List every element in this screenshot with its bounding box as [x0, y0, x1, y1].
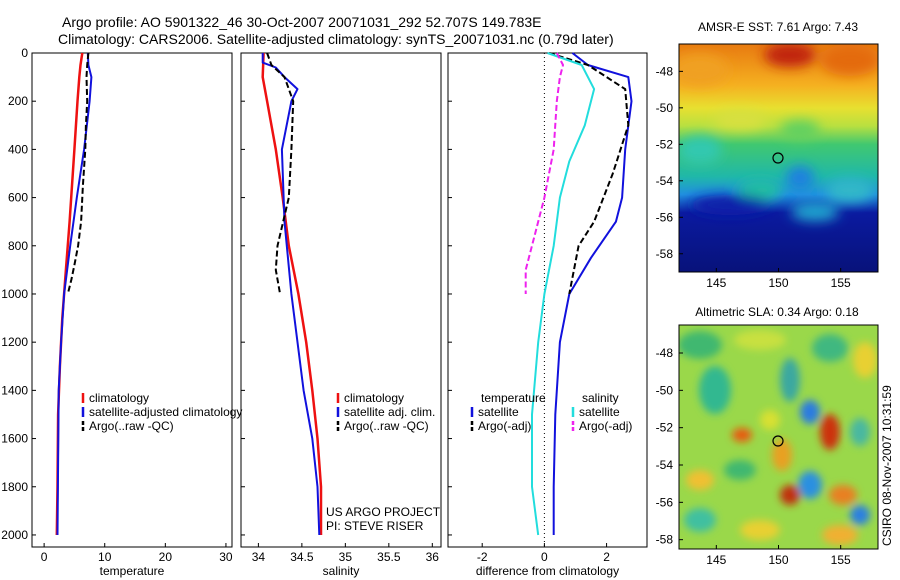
- legend-t-argo-label: Argo(-adj): [478, 419, 531, 433]
- sla_map-x-tick-label: 150: [768, 553, 788, 567]
- legend-argo-label: Argo(..raw -QC): [89, 419, 174, 433]
- title-line-1: Argo profile: AO 5901322_46 30-Oct-2007 …: [62, 14, 542, 30]
- difference-xlabel: difference from climatology: [476, 564, 619, 578]
- y-tick-label: 400: [8, 142, 28, 156]
- difference-series-1-line: [548, 52, 630, 295]
- y-tick-label: 600: [8, 191, 28, 205]
- temperature-frame: [31, 52, 233, 548]
- salinity-series-0-line: [261, 52, 323, 535]
- legend-salinity-header: salinity: [582, 391, 619, 405]
- sla_map-y-tick-label: -56: [656, 495, 674, 509]
- legend-s-argo-label: Argo(-adj): [579, 419, 632, 433]
- difference-legend: temperaturesatelliteArgo(-adj)salinitysa…: [470, 391, 632, 433]
- sst_map-y-tick-label: -54: [656, 174, 674, 188]
- credit-line-2: PI: STEVE RISER: [326, 519, 424, 533]
- difference-series-3-line: [524, 52, 564, 294]
- y-tick-label: 1800: [1, 480, 28, 494]
- sla-map-title: Altimetric SLA: 0.34 Argo: 0.18: [695, 305, 859, 319]
- temperature-x-tick-label: 10: [98, 550, 112, 564]
- credit-line-1: US ARGO PROJECT: [326, 505, 441, 519]
- sla_map-x-tick-label: 155: [831, 553, 851, 567]
- salinity-series-2-line: [266, 52, 295, 295]
- legend-t-satellite-label: satellite: [478, 405, 519, 419]
- csiro-stamp: CSIRO 08-Nov-2007 10:31:59: [880, 385, 894, 546]
- sla-argo-marker: [772, 435, 784, 447]
- salinity-x-tick-label: 35: [339, 550, 353, 564]
- sla_map-y-tick-label: -48: [656, 346, 674, 360]
- sst_map-y-tick-label: -52: [656, 137, 674, 151]
- temperature-series-1-line: [56, 52, 93, 536]
- difference-x-tick-label: 0: [541, 550, 548, 564]
- salinity-x-tick-label: 36: [426, 550, 440, 564]
- y-tick-label: 200: [8, 94, 28, 108]
- sla_map-y-tick-label: -54: [656, 458, 674, 472]
- sst_map-x-tick-label: 150: [768, 276, 788, 290]
- salinity-xlabel: salinity: [323, 564, 360, 578]
- y-tick-label: 2000: [1, 528, 28, 542]
- sst-map-field: [679, 44, 878, 272]
- y-tick-label: 1000: [1, 287, 28, 301]
- sst_map-y-tick-label: -50: [656, 101, 674, 115]
- title-line-2: Climatology: CARS2006. Satellite-adjuste…: [58, 31, 614, 47]
- difference-x-tick-label: 2: [603, 550, 610, 564]
- y-tick-label: 1200: [1, 335, 28, 349]
- salinity-series-1-line: [261, 53, 321, 536]
- legend-s-satellite-label: satellite: [579, 405, 620, 419]
- salinity-x-tick-label: 34.5: [290, 550, 314, 564]
- legend-temperature-header: temperature: [481, 391, 546, 405]
- sla_map-y-tick-label: -52: [656, 421, 674, 435]
- legend-argo-label: Argo(..raw -QC): [344, 419, 429, 433]
- sla_map-y-tick-label: -50: [656, 383, 674, 397]
- sst_map-y-tick-label: -56: [656, 210, 674, 224]
- sst_map-y-tick-label: -58: [656, 247, 674, 261]
- sst-argo-marker: [772, 152, 784, 164]
- y-tick-label: 0: [21, 46, 28, 60]
- difference-x-tick-label: -2: [477, 550, 488, 564]
- sst_map-x-tick-label: 145: [706, 276, 726, 290]
- sla_map-x-tick-label: 145: [706, 553, 726, 567]
- salinity-panel: 34 34.5 35 35.5 36 salinity: [240, 52, 442, 578]
- sla-map-field: [679, 325, 878, 549]
- y-tick-label: 1600: [1, 432, 28, 446]
- sla-map-panel: Altimetric SLA: 0.34 Argo: 0.18: [656, 305, 879, 567]
- sst_map-x-tick-label: 155: [831, 276, 851, 290]
- sst-map-panel: AMSR-E SST: 7.61 Argo: 7.43 145 150 155 -48…: [656, 20, 879, 290]
- legend-climatology-label: climatology: [344, 391, 404, 405]
- difference-series-2-line: [531, 52, 596, 536]
- temperature-panel: 0 10 20 30 temperature 0 200 400 600 800 1000 1200 1…: [1, 46, 233, 578]
- difference-frame: [447, 52, 648, 548]
- legend-satellite-label: satellite-adjusted climatology: [89, 405, 242, 419]
- temperature-xlabel: temperature: [100, 564, 165, 578]
- sla_map-y-tick-label: -58: [656, 533, 674, 547]
- salinity-x-tick-label: 34: [252, 550, 266, 564]
- sst_map-y-tick-label: -48: [656, 64, 674, 78]
- sst-map-title: AMSR-E SST: 7.61 Argo: 7.43: [698, 20, 858, 34]
- salinity-x-tick-label: 35.5: [377, 550, 401, 564]
- temperature-x-tick-label: 30: [219, 550, 233, 564]
- temperature-series-2-line: [66, 52, 90, 295]
- temperature-x-tick-label: 20: [159, 550, 173, 564]
- y-tick-label: 1400: [1, 383, 28, 397]
- temperature-x-tick-label: 0: [41, 550, 48, 564]
- y-tick-label: 800: [8, 239, 28, 253]
- legend-climatology-label: climatology: [89, 391, 149, 405]
- legend-satellite-label: satellite adj. clim.: [344, 405, 435, 419]
- difference-series-0-line: [552, 52, 633, 535]
